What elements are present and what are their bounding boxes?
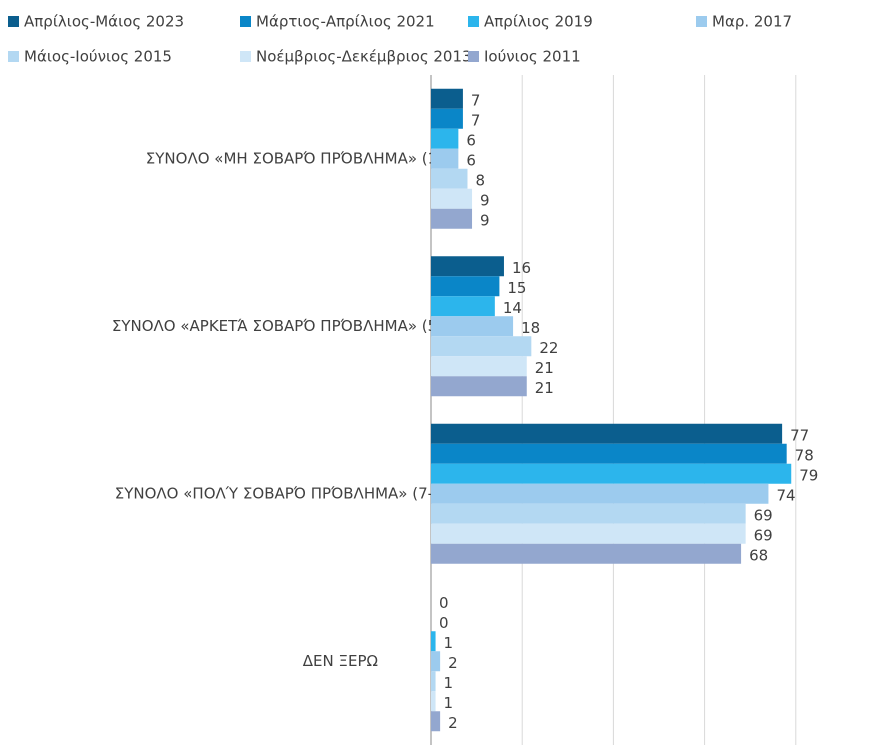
value-label: 1 xyxy=(444,694,454,712)
value-label: 9 xyxy=(480,211,490,229)
bar xyxy=(431,543,742,564)
bar xyxy=(431,631,436,652)
legend-swatch xyxy=(8,16,19,27)
value-label: 0 xyxy=(439,614,449,632)
bar xyxy=(431,503,746,524)
category-label: ΣΥΝΟΛΟ «ΑΡΚΕΤΆ ΣΟΒΑΡΌ ΠΡΌΒΛΗΜΑ» (5-6) xyxy=(112,317,458,335)
bar xyxy=(431,256,504,277)
legend-swatch xyxy=(468,51,479,62)
value-label: 18 xyxy=(521,319,540,337)
value-label: 69 xyxy=(754,526,773,544)
value-label: 77 xyxy=(790,426,809,444)
legend-swatch xyxy=(468,16,479,27)
bar xyxy=(431,651,441,672)
legend-label: Μάιος-Ιούνιος 2015 xyxy=(24,48,172,66)
legend-label: Απρίλιος-Μάιος 2023 xyxy=(24,13,184,31)
bar xyxy=(431,671,436,692)
value-label: 15 xyxy=(507,279,526,297)
bar xyxy=(431,423,783,444)
legend-label: Απρίλιος 2019 xyxy=(484,13,593,31)
value-label: 74 xyxy=(776,486,795,504)
value-label: 6 xyxy=(466,151,476,169)
bar xyxy=(431,188,473,209)
legend-label: Ιούνιος 2011 xyxy=(484,48,581,66)
bar xyxy=(431,168,468,189)
value-label: 1 xyxy=(444,634,454,652)
bar xyxy=(431,711,441,732)
legend-swatch xyxy=(240,16,251,27)
bar xyxy=(431,376,527,397)
bar xyxy=(431,148,459,169)
bar xyxy=(431,316,514,337)
value-label: 0 xyxy=(439,594,449,612)
category-label: ΣΥΝΟΛΟ «ΠΟΛΎ ΣΟΒΑΡΌ ΠΡΌΒΛΗΜΑ» (7-10) xyxy=(115,484,458,502)
value-label: 2 xyxy=(448,714,458,732)
category-label: ΔΕΝ ΞΕΡΩ xyxy=(303,652,378,670)
bar xyxy=(431,208,473,229)
bar xyxy=(431,463,792,484)
legend-label: Νοέμβριος-Δεκέμβριος 2013 xyxy=(256,48,472,66)
value-label: 1 xyxy=(444,674,454,692)
category-label: ΣΥΝΟΛΟ «ΜΗ ΣΟΒΑΡΌ ΠΡΌΒΛΗΜΑ» (1-4) xyxy=(146,149,458,167)
bar xyxy=(431,443,787,464)
value-label: 78 xyxy=(795,446,814,464)
bar xyxy=(431,336,532,357)
value-label: 2 xyxy=(448,654,458,672)
bar xyxy=(431,108,463,129)
value-label: 79 xyxy=(799,466,818,484)
legend-swatch xyxy=(240,51,251,62)
bar xyxy=(431,296,495,317)
legend-swatch xyxy=(8,51,19,62)
value-label: 21 xyxy=(535,359,554,377)
bar xyxy=(431,356,527,377)
value-label: 22 xyxy=(539,339,558,357)
bar xyxy=(431,88,463,109)
legend-label: Μαρ. 2017 xyxy=(712,13,792,31)
value-label: 6 xyxy=(466,131,476,149)
legend-swatch xyxy=(696,16,707,27)
value-label: 7 xyxy=(471,111,481,129)
bar xyxy=(431,276,500,297)
value-label: 16 xyxy=(512,259,531,277)
value-label: 21 xyxy=(535,379,554,397)
bar xyxy=(431,523,746,544)
value-label: 68 xyxy=(749,546,768,564)
value-label: 7 xyxy=(471,91,481,109)
bar xyxy=(431,691,436,712)
bar xyxy=(431,483,769,504)
bar xyxy=(431,128,459,149)
value-label: 8 xyxy=(475,171,485,189)
legend-label: Μάρτιος-Απρίλιος 2021 xyxy=(256,13,435,31)
value-label: 14 xyxy=(503,299,522,317)
value-label: 69 xyxy=(754,506,773,524)
value-label: 9 xyxy=(480,191,490,209)
